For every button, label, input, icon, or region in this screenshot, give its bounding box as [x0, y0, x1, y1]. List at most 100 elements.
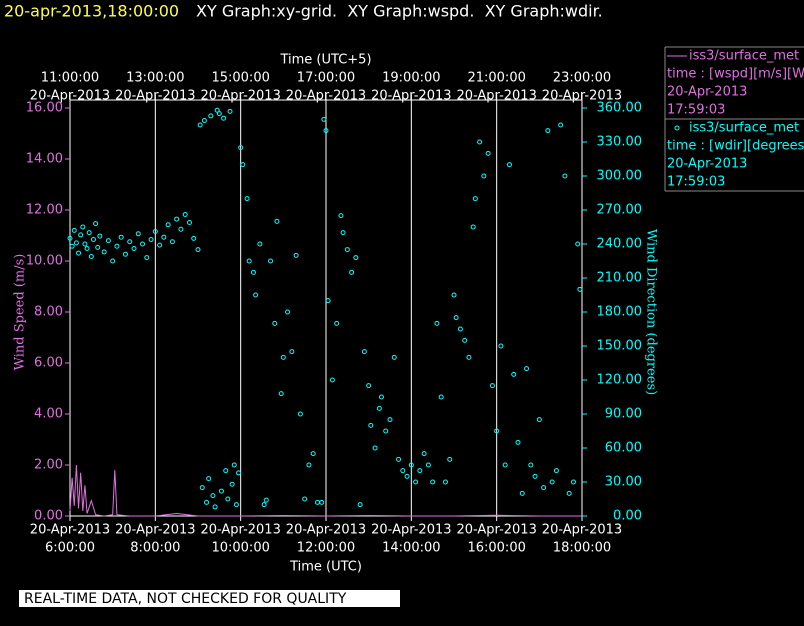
point [218, 488, 224, 494]
point [494, 428, 500, 434]
point [233, 502, 239, 508]
point [67, 235, 73, 241]
point [462, 337, 468, 343]
legend-label: iss3/surface_met [689, 121, 799, 136]
point [438, 394, 444, 400]
x2-tick-label: 11:00:00 [41, 71, 99, 86]
point [575, 241, 581, 247]
point [257, 241, 263, 247]
y2-tick-label: 300.00 [597, 169, 643, 184]
x-tick-label: 12:00:00 [297, 541, 355, 556]
point [515, 439, 521, 445]
point [421, 451, 427, 457]
x2-tick-date: 20-Apr-2013 [30, 89, 110, 104]
point [204, 499, 210, 505]
y2-tick-label: 150.00 [597, 339, 643, 354]
y-tick-label: 14.00 [26, 152, 63, 167]
point [212, 504, 218, 510]
point [178, 226, 184, 232]
point [400, 468, 406, 474]
point [293, 252, 299, 258]
point [481, 173, 487, 179]
y2-tick-label: 30.00 [605, 475, 642, 490]
point [519, 490, 525, 496]
x-tick-date: 20-Apr-2013 [456, 523, 536, 538]
point [110, 258, 116, 264]
legend-label: iss3/surface_met [689, 49, 799, 64]
point [434, 320, 440, 326]
y2-tick-label: 180.00 [597, 305, 643, 320]
point [396, 456, 402, 462]
point [306, 462, 312, 468]
chart-title: 20-apr-2013,18:00:00 [4, 2, 179, 21]
point [135, 231, 141, 237]
point [114, 243, 120, 249]
point [387, 417, 393, 423]
point [376, 405, 382, 411]
point [425, 462, 431, 468]
point [199, 485, 205, 491]
x2-tick-label: 21:00:00 [467, 71, 525, 86]
y-tick-label: 16.00 [26, 101, 63, 116]
point [140, 241, 146, 247]
point [118, 234, 124, 240]
point [165, 222, 171, 228]
y2-tick-label: 270.00 [597, 203, 643, 218]
point [511, 371, 517, 377]
point [502, 462, 508, 468]
point [278, 391, 284, 397]
x-tick-date: 20-Apr-2013 [200, 523, 280, 538]
x-tick-date: 20-Apr-2013 [286, 523, 366, 538]
point [383, 428, 389, 434]
point [553, 468, 559, 474]
point [453, 315, 459, 321]
point [214, 107, 220, 113]
point [152, 229, 158, 235]
point [80, 224, 86, 230]
point [216, 111, 222, 117]
point [325, 298, 331, 304]
point [225, 496, 231, 502]
point [368, 422, 374, 428]
legend-detail: 17:59:03 [667, 103, 725, 118]
point [361, 349, 367, 355]
x2-tick-label: 13:00:00 [126, 71, 184, 86]
point [570, 479, 576, 485]
point [528, 462, 534, 468]
point [366, 383, 372, 389]
point [314, 499, 320, 505]
point [221, 115, 227, 121]
point [144, 255, 150, 261]
x2-tick-label: 15:00:00 [211, 71, 269, 86]
point [210, 493, 216, 499]
point [69, 243, 75, 249]
point [122, 251, 128, 257]
point [524, 366, 530, 372]
y-tick-label: 8.00 [34, 305, 63, 320]
point [246, 258, 252, 264]
point [457, 326, 463, 332]
point [268, 258, 274, 264]
x-tick-date: 20-Apr-2013 [115, 523, 195, 538]
point [84, 246, 90, 252]
x2-tick-date: 20-Apr-2013 [542, 89, 622, 104]
point [223, 468, 229, 474]
point [297, 411, 303, 417]
x-tick-label: 16:00:00 [467, 541, 525, 556]
point [302, 496, 308, 502]
x-tick-label: 14:00:00 [382, 541, 440, 556]
y2-axis-title: Wind Direction (degrees) [644, 229, 659, 395]
y2-tick-label: 360.00 [597, 101, 643, 116]
point [489, 383, 495, 389]
legend-detail: 20-Apr-2013 [667, 85, 747, 100]
point [78, 232, 84, 238]
y2-tick-label: 240.00 [597, 237, 643, 252]
x-tick-label: 8:00:00 [130, 541, 180, 556]
point [577, 286, 583, 292]
point [208, 113, 214, 119]
legend-detail: 17:59:03 [667, 175, 725, 190]
point [206, 476, 212, 482]
point [472, 196, 478, 202]
point [250, 269, 256, 275]
